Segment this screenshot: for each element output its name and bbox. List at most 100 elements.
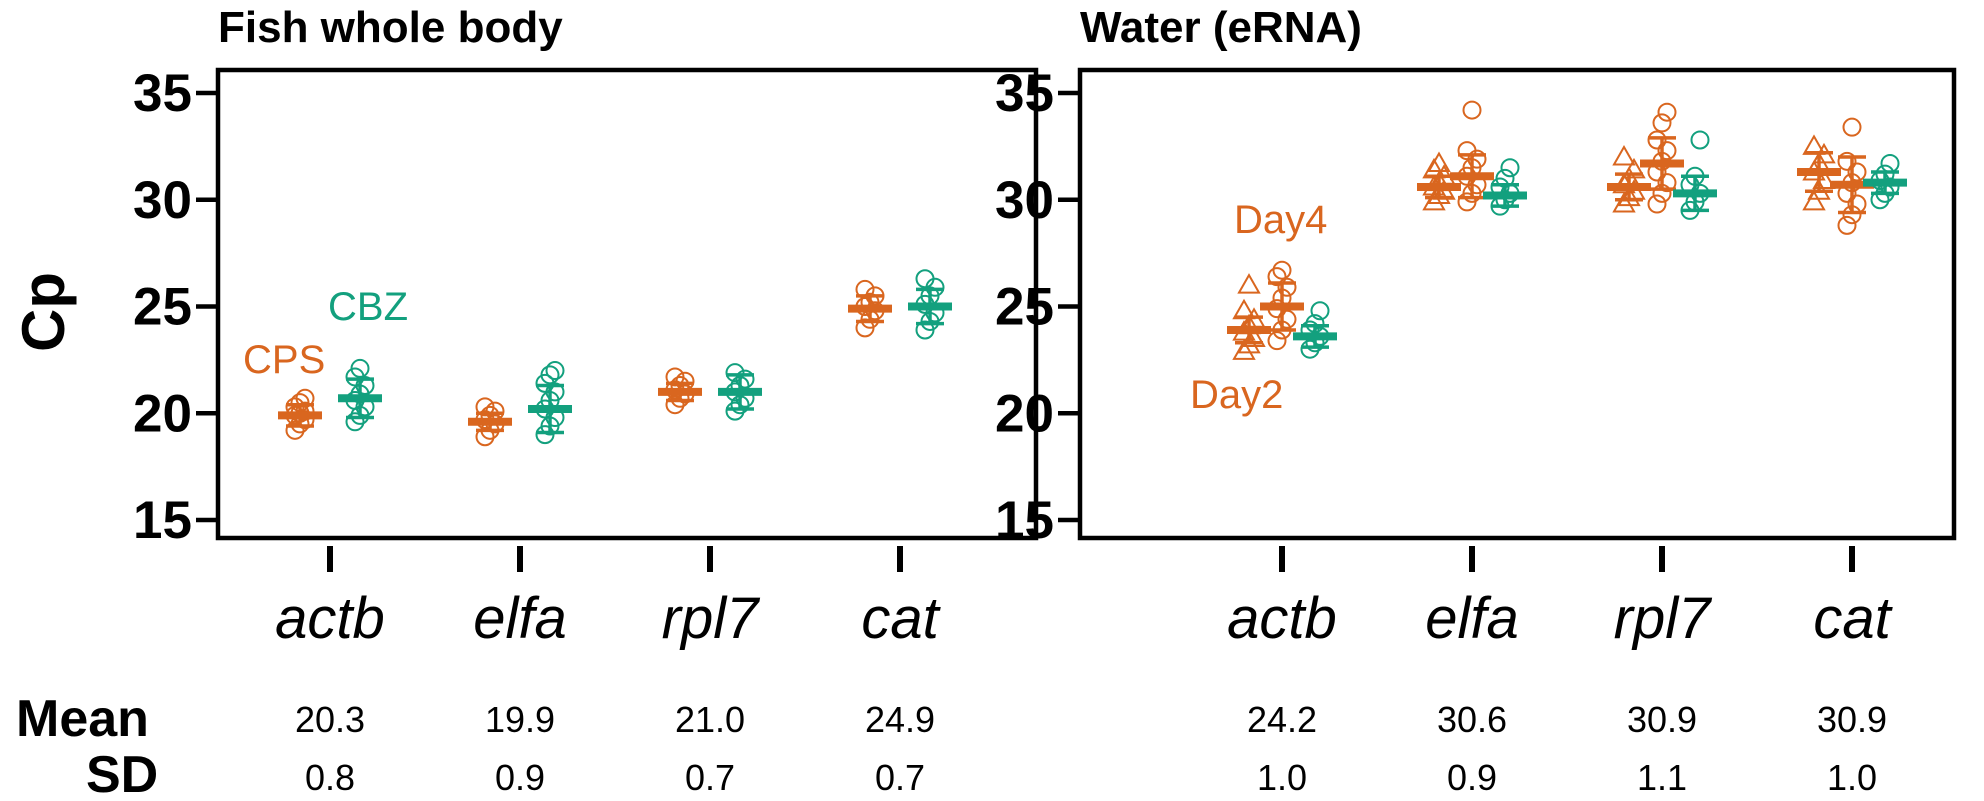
data-point bbox=[1612, 145, 1636, 166]
summary-sd-value: 0.7 bbox=[875, 757, 925, 798]
plot-marks-fish bbox=[278, 269, 952, 447]
data-point bbox=[665, 367, 685, 387]
y-tick-label: 35 bbox=[133, 64, 192, 123]
data-point bbox=[1277, 309, 1297, 329]
x-tick-label-cat: cat bbox=[861, 586, 941, 651]
data-point bbox=[285, 420, 305, 440]
y-tick-label: 35 bbox=[995, 64, 1054, 123]
y-axis-fish: 15 20 25 30 35 bbox=[133, 64, 218, 550]
summary-values-water: 24.2 30.6 30.9 30.9 1.0 0.9 1.1 1.0 bbox=[1247, 699, 1887, 798]
data-point bbox=[1272, 260, 1292, 280]
x-tick-label-rpl7: rpl7 bbox=[662, 586, 761, 651]
summary-label-mean: Mean bbox=[16, 690, 149, 748]
data-point bbox=[1842, 117, 1862, 137]
summary-mean-value: 24.9 bbox=[865, 699, 935, 740]
data-point bbox=[1657, 141, 1677, 161]
data-point bbox=[1802, 189, 1826, 211]
plot-marks-water bbox=[1227, 100, 1907, 360]
x-tick-label-actb: actb bbox=[275, 586, 385, 651]
x-tick-label-actb: actb bbox=[1227, 586, 1337, 651]
data-point bbox=[1622, 157, 1646, 179]
summary-mean-value: 24.2 bbox=[1247, 699, 1317, 740]
data-point bbox=[545, 361, 565, 381]
y-axis-water: 15 20 25 30 35 bbox=[995, 64, 1080, 550]
data-point bbox=[915, 269, 935, 289]
data-point bbox=[735, 369, 755, 389]
data-point bbox=[1870, 190, 1890, 210]
data-point bbox=[1652, 113, 1672, 133]
summary-mean-value: 30.9 bbox=[1627, 699, 1697, 740]
annotation-day2: Day2 bbox=[1190, 373, 1283, 417]
annotation-day4: Day4 bbox=[1234, 198, 1327, 242]
data-point bbox=[1310, 301, 1330, 321]
data-point bbox=[725, 401, 745, 421]
summary-sd-value: 0.8 bbox=[305, 757, 355, 798]
data-point bbox=[725, 363, 745, 383]
data-point bbox=[1277, 277, 1297, 297]
x-tick-label-elfa: elfa bbox=[473, 586, 567, 651]
data-point bbox=[475, 397, 495, 417]
data-point bbox=[855, 279, 875, 299]
y-tick-label: 20 bbox=[995, 384, 1054, 443]
data-point bbox=[1657, 173, 1677, 193]
summary-values-fish: 20.3 19.9 21.0 24.9 0.8 0.9 0.7 0.7 bbox=[295, 699, 935, 798]
data-point bbox=[345, 412, 365, 432]
data-point bbox=[1300, 339, 1320, 359]
x-axis-water: actb elfa rpl7 cat bbox=[1227, 546, 1894, 651]
summary-mean-value: 30.9 bbox=[1817, 699, 1887, 740]
annotation-cbz: CBZ bbox=[328, 285, 408, 329]
summary-mean-value: 30.6 bbox=[1437, 699, 1507, 740]
data-point bbox=[540, 365, 560, 385]
data-point bbox=[1647, 130, 1667, 150]
summary-sd-value: 0.7 bbox=[685, 757, 735, 798]
data-point bbox=[1837, 215, 1857, 235]
data-point bbox=[1232, 339, 1256, 360]
data-point bbox=[1837, 151, 1857, 171]
data-point bbox=[1880, 177, 1900, 197]
data-point bbox=[295, 410, 315, 430]
summary-mean-value: 20.3 bbox=[295, 699, 365, 740]
plot-frame-water bbox=[1077, 67, 1957, 541]
data-point bbox=[1612, 192, 1636, 213]
summary-mean-value: 19.9 bbox=[485, 699, 555, 740]
summary-sd-value: 1.0 bbox=[1257, 757, 1307, 798]
data-point bbox=[1617, 185, 1641, 207]
x-tick-label-elfa: elfa bbox=[1425, 586, 1519, 651]
data-point bbox=[1690, 130, 1710, 150]
data-point bbox=[1657, 102, 1677, 122]
x-tick-label-cat: cat bbox=[1813, 586, 1893, 651]
annotation-cps: CPS bbox=[243, 338, 325, 382]
y-tick-label: 30 bbox=[133, 171, 192, 230]
y-tick-label: 25 bbox=[995, 278, 1054, 337]
panel-fish-whole-body: Fish whole body 15 20 25 30 35 actb elfa rpl7 c… bbox=[133, 3, 1039, 651]
data-point bbox=[1422, 189, 1446, 211]
summary-sd-value: 0.9 bbox=[495, 757, 545, 798]
y-axis-label: Cp bbox=[10, 272, 77, 352]
summary-sd-value: 1.0 bbox=[1827, 757, 1877, 798]
y-tick-label: 15 bbox=[995, 491, 1054, 550]
plot-frame-fish bbox=[215, 67, 1039, 541]
data-point bbox=[1267, 331, 1287, 351]
y-tick-label: 30 bbox=[995, 171, 1054, 230]
data-point bbox=[1647, 194, 1667, 214]
data-point bbox=[1500, 158, 1520, 178]
panel-title-fish: Fish whole body bbox=[218, 3, 563, 52]
data-point bbox=[1427, 151, 1451, 172]
summary-sd-value: 0.9 bbox=[1447, 757, 1497, 798]
x-tick-label-rpl7: rpl7 bbox=[1614, 586, 1713, 651]
data-point bbox=[1847, 162, 1867, 182]
y-tick-label: 25 bbox=[133, 278, 192, 337]
data-point bbox=[665, 395, 685, 415]
y-tick-label: 15 bbox=[133, 491, 192, 550]
summary-sd-value: 1.1 bbox=[1637, 757, 1687, 798]
data-point bbox=[1457, 141, 1477, 161]
y-tick-label: 20 bbox=[133, 384, 192, 443]
data-point bbox=[1880, 153, 1900, 173]
data-point bbox=[350, 358, 370, 378]
summary-mean-value: 21.0 bbox=[675, 699, 745, 740]
data-point bbox=[295, 388, 315, 408]
x-axis-fish: actb elfa rpl7 cat bbox=[275, 546, 942, 651]
data-point bbox=[1462, 100, 1482, 120]
panel-title-water: Water (eRNA) bbox=[1080, 3, 1362, 52]
